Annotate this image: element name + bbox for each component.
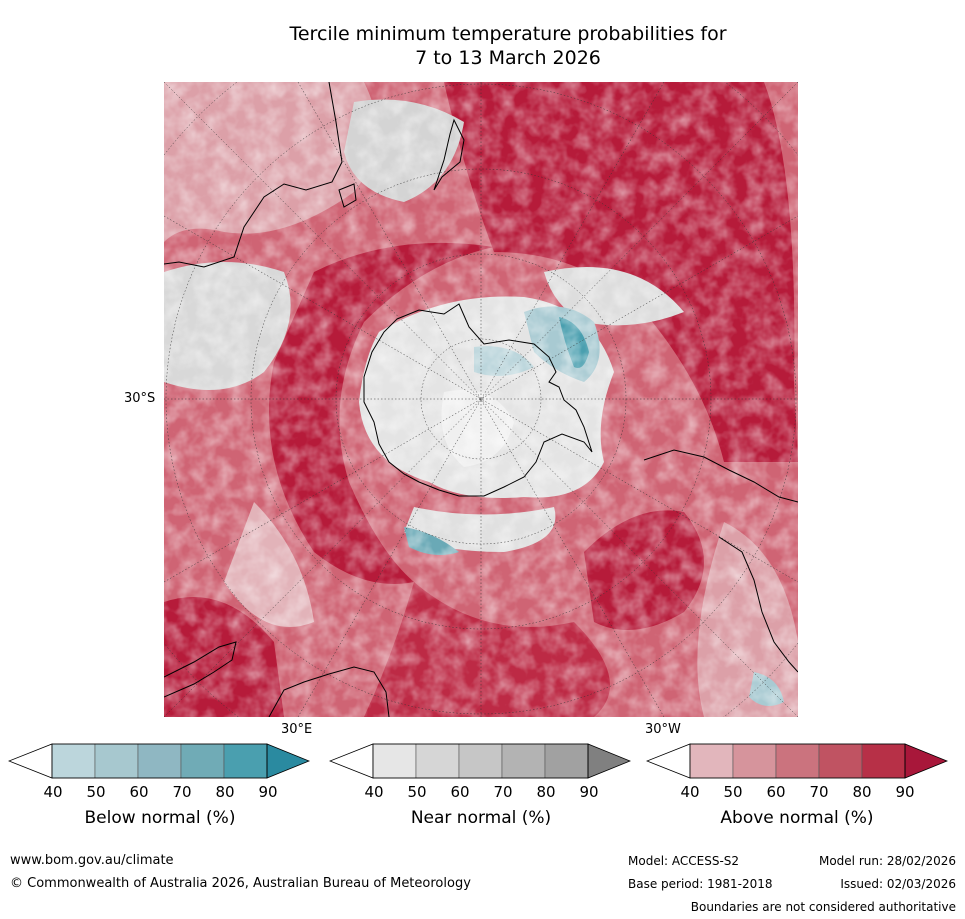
near-colorbar-segment — [372, 743, 417, 779]
near-tick-label: 50 — [407, 783, 427, 801]
near-colorbar-low-extension — [329, 743, 374, 779]
below-colorbar-segment — [51, 743, 96, 779]
below-normal-colorbar — [8, 743, 310, 781]
above-tick-label: 40 — [680, 783, 700, 801]
australia-coastline — [268, 666, 390, 717]
above-colorbar-segment — [818, 743, 863, 779]
below-tick-label: 70 — [172, 783, 192, 801]
near-tick-label: 90 — [579, 783, 599, 801]
below-colorbar-segment — [94, 743, 139, 779]
below-tick-label: 90 — [258, 783, 278, 801]
copyright-text: © Commonwealth of Australia 2026, Austra… — [10, 876, 471, 891]
south-america-coastline — [718, 536, 798, 673]
disclaimer-text: Boundaries are not considered authoritat… — [690, 900, 956, 914]
coastlines — [164, 82, 798, 717]
issued-text: Issued: 02/03/2026 — [840, 877, 956, 891]
near-colorbar-frame — [372, 743, 589, 779]
longitude-label-30w: 30°W — [645, 722, 681, 737]
latitude-label-30s: 30°S — [124, 391, 156, 406]
australia-coastline — [164, 641, 237, 698]
near-tick-label: 70 — [493, 783, 513, 801]
near-colorbar-high-extension — [587, 743, 631, 779]
below-colorbar-high-extension — [266, 743, 310, 779]
below-normal-label: Below normal (%) — [84, 808, 236, 828]
near-tick-label: 40 — [364, 783, 384, 801]
model-text: Model: ACCESS-S2 — [628, 854, 740, 868]
map-title-line-1: Tercile minimum temperature probabilitie… — [289, 23, 727, 45]
near-colorbar-segment — [501, 743, 546, 779]
near-colorbar-segment — [415, 743, 460, 779]
below-tick-label: 50 — [86, 783, 106, 801]
base-period-text: Base period: 1981-2018 — [628, 877, 773, 891]
above-colorbar-segment — [732, 743, 777, 779]
graticule — [164, 82, 798, 717]
near-tick-label: 80 — [536, 783, 556, 801]
longitude-label-30e: 30°E — [281, 722, 313, 737]
model-run-text: Model run: 28/02/2026 — [818, 854, 956, 868]
below-colorbar-frame — [51, 743, 268, 779]
below-colorbar-segment — [137, 743, 182, 779]
below-colorbar-segment — [223, 743, 268, 779]
south-america-coastline — [643, 449, 798, 503]
map-title-line-2: 7 to 13 March 2026 — [415, 47, 601, 69]
above-colorbar-frame — [689, 743, 906, 779]
above-colorbar-high-extension — [904, 743, 948, 779]
antarctica-coastline — [363, 303, 593, 497]
website-link[interactable]: www.bom.gov.au/climate — [10, 853, 174, 868]
new-zealand-coastline — [433, 118, 465, 191]
above-tick-label: 60 — [766, 783, 786, 801]
below-tick-label: 60 — [129, 783, 149, 801]
above-normal-colorbar — [646, 743, 948, 781]
near-tick-label: 60 — [450, 783, 470, 801]
probability-map — [164, 82, 798, 717]
below-tick-label: 80 — [215, 783, 235, 801]
above-tick-label: 70 — [809, 783, 829, 801]
above-colorbar-segment — [861, 743, 906, 779]
above-colorbar-segment — [775, 743, 820, 779]
below-tick-label: 40 — [43, 783, 63, 801]
above-normal-label: Above normal (%) — [720, 808, 874, 828]
near-colorbar-segment — [458, 743, 503, 779]
madagascar-coastline — [338, 183, 357, 208]
above-tick-label: 90 — [895, 783, 915, 801]
above-colorbar-segment — [689, 743, 734, 779]
above-tick-label: 80 — [852, 783, 872, 801]
below-colorbar-segment — [180, 743, 225, 779]
near-colorbar-segment — [544, 743, 589, 779]
near-normal-label: Near normal (%) — [410, 808, 552, 828]
above-colorbar-low-extension — [646, 743, 691, 779]
above-tick-label: 50 — [723, 783, 743, 801]
near-normal-colorbar — [329, 743, 631, 781]
africa-coastline — [164, 82, 343, 268]
below-colorbar-low-extension — [8, 743, 53, 779]
